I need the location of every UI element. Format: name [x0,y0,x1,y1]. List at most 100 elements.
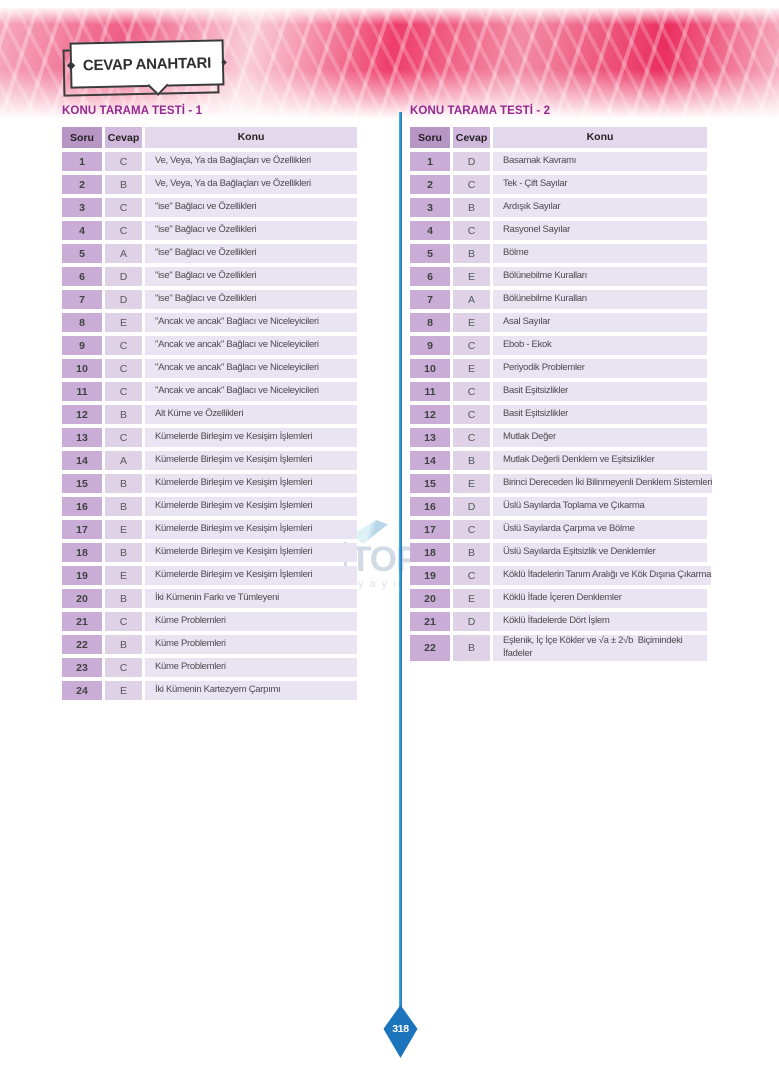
question-number: 22 [410,635,450,661]
topic-label: Ardışık Sayılar [493,198,707,217]
question-number: 5 [62,244,102,263]
test-1-rows: 1 C Ve, Veya, Ya da Bağlaçları ve Özelli… [62,152,357,700]
answer-letter: E [105,681,142,700]
table-row: 2 C Tek - Çift Sayılar [410,175,707,194]
table-row: 11 C Basit Eşitsizlikler [410,382,707,401]
question-number: 1 [62,152,102,171]
center-divider-line [399,112,402,1008]
answer-letter: C [105,336,142,355]
table-header-row: Soru Cevap Konu [62,127,357,148]
topic-label: Asal Sayılar [493,313,707,332]
table-row: 22 B Eşlenik, İç İçe Kökler ve √a ± 2√b … [410,635,707,661]
question-number: 14 [62,451,102,470]
question-number: 17 [62,520,102,539]
table-row: 14 B Mutlak Değerli Denklem ve Eşitsizli… [410,451,707,470]
topic-label: Bölünebilme Kuralları [493,290,707,309]
publisher-watermark-sub: yayı [358,578,403,590]
question-number: 10 [410,359,450,378]
topic-label: Küme Problemleri [145,658,357,677]
table-row: 18 B Üslü Sayılarda Eşitsizlik ve Denkle… [410,543,707,562]
table-row: 6 E Bölünebilme Kuralları [410,267,707,286]
answer-letter: B [453,635,490,661]
table-row: 12 C Basit Eşitsizlikler [410,405,707,424]
question-number: 2 [410,175,450,194]
answer-letter: C [105,152,142,171]
table-row: 24 E İki Kümenin Kartezyem Çarpımı [62,681,357,700]
topic-label: "Ancak ve ancak" Bağlacı ve Niceleyicile… [145,359,357,378]
column-header-konu: Konu [145,127,357,148]
answer-letter: A [453,290,490,309]
answer-letter: C [453,566,490,585]
topic-label: Küme Problemleri [145,612,357,631]
topic-label: Mutlak Değer [493,428,707,447]
answer-letter: C [453,405,490,424]
topic-label: Köklü İfadelerde Dört İşlem [493,612,707,631]
topic-label: Kümelerde Birleşim ve Kesişim İşlemleri [145,566,357,585]
answer-letter: E [105,313,142,332]
topic-label: Üslü Sayılarda Çarpma ve Bölme [493,520,707,539]
answer-letter: D [105,267,142,286]
question-number: 3 [62,198,102,217]
title-box: CEVAP ANAHTARI [66,39,227,96]
question-number: 4 [410,221,450,240]
question-number: 6 [410,267,450,286]
answer-letter: B [105,474,142,493]
test-1-answer-table: Soru Cevap Konu 1 C Ve, Veya, Ya da Bağl… [62,127,357,700]
page-number: 318 [392,1022,409,1035]
answer-letter: E [453,474,490,493]
answer-letter: C [453,382,490,401]
question-number: 11 [410,382,450,401]
topic-label: Tek - Çift Sayılar [493,175,707,194]
table-row: 21 C Küme Problemleri [62,612,357,631]
answer-letter: B [105,543,142,562]
table-row: 11 C "Ancak ve ancak" Bağlacı ve Niceley… [62,382,357,401]
topic-label: Rasyonel Sayılar [493,221,707,240]
column-header-soru: Soru [410,127,450,148]
question-number: 10 [62,359,102,378]
topic-label: Mutlak Değerli Denklem ve Eşitsizlikler [493,451,707,470]
question-number: 9 [62,336,102,355]
topic-label: Ve, Veya, Ya da Bağlaçları ve Özellikler… [145,152,357,171]
question-number: 6 [62,267,102,286]
column-header-soru: Soru [62,127,102,148]
table-row: 17 E Kümelerde Birleşim ve Kesişim İşlem… [62,520,357,539]
answer-letter: D [453,152,490,171]
topic-label: İki Kümenin Kartezyem Çarpımı [145,681,357,700]
question-number: 13 [62,428,102,447]
answer-letter: B [105,175,142,194]
answer-letter: B [453,244,490,263]
answer-letter: C [453,221,490,240]
topic-label: "Ancak ve ancak" Bağlacı ve Niceleyicile… [145,313,357,332]
test-2-section: KONU TARAMA TESTİ - 2 Soru Cevap Konu 1 … [410,105,712,665]
question-number: 15 [62,474,102,493]
topic-label: Üslü Sayılarda Eşitsizlik ve Denklemler [493,543,707,562]
table-row: 15 E Birinci Dereceden İki Bilinmeyenli … [410,474,712,493]
question-number: 19 [62,566,102,585]
topic-label: Bölünebilme Kuralları [493,267,707,286]
table-row: 23 C Küme Problemleri [62,658,357,677]
answer-letter: E [105,520,142,539]
topic-label: Birinci Dereceden İki Bilinmeyenli Denkl… [493,474,712,493]
publisher-watermark: TOP yayı [344,520,419,590]
answer-letter: A [105,244,142,263]
topic-label: "Ancak ve ancak" Bağlacı ve Niceleyicile… [145,382,357,401]
question-number: 8 [410,313,450,332]
answer-letter: C [453,520,490,539]
answer-letter: C [105,612,142,631]
question-number: 7 [410,290,450,309]
table-row: 16 B Kümelerde Birleşim ve Kesişim İşlem… [62,497,357,516]
table-row: 7 D "ise" Bağlacı ve Özellikleri [62,290,357,309]
table-row: 22 B Küme Problemleri [62,635,357,654]
answer-letter: E [453,267,490,286]
question-number: 13 [410,428,450,447]
topic-label: "ise" Bağlacı ve Özellikleri [145,290,357,309]
answer-letter: C [453,428,490,447]
topic-label: Basit Eşitsizlikler [493,382,707,401]
answer-letter: A [105,451,142,470]
table-row: 7 A Bölünebilme Kuralları [410,290,707,309]
table-row: 5 A "ise" Bağlacı ve Özellikleri [62,244,357,263]
topic-label: Bölme [493,244,707,263]
table-row: 20 B İki Kümenin Farkı ve Tümleyeni [62,589,357,608]
question-number: 15 [410,474,450,493]
question-number: 24 [62,681,102,700]
